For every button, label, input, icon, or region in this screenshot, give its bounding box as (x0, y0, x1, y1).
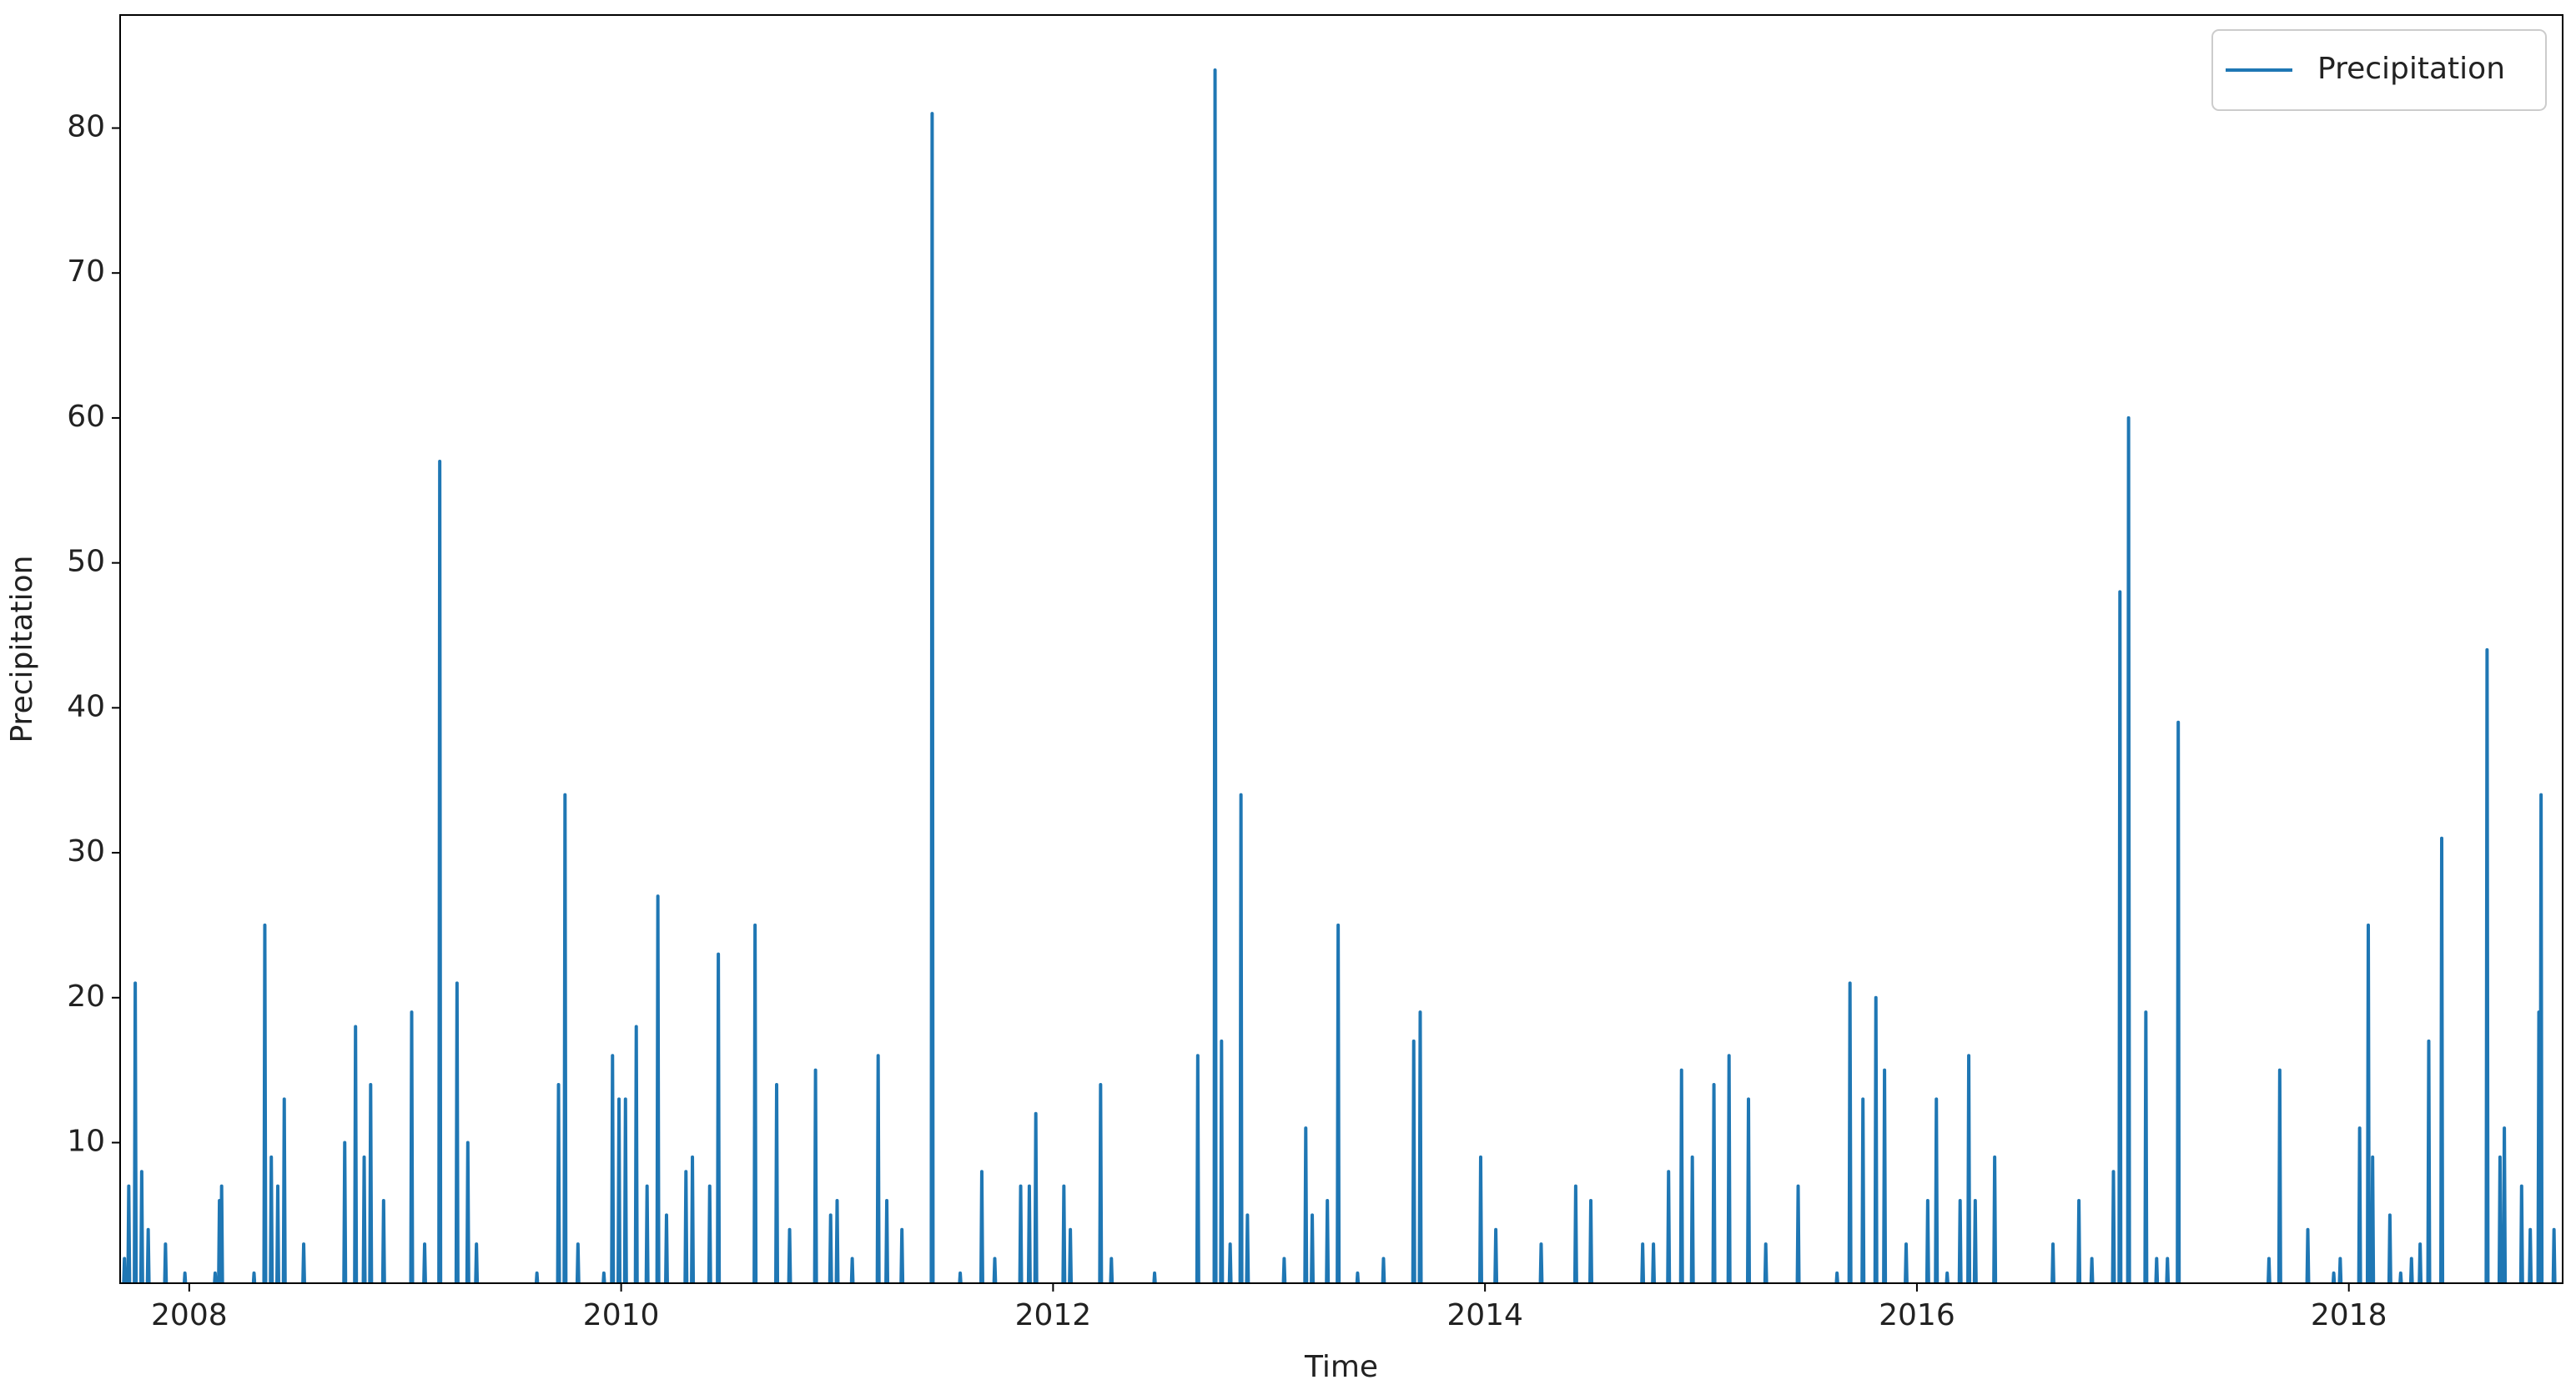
y-tick-label: 20 (67, 980, 105, 1014)
x-tick-label: 2010 (583, 1298, 660, 1332)
x-tick-label: 2014 (1446, 1298, 1523, 1332)
data-line (122, 68, 2557, 1283)
x-tick-label: 2012 (1015, 1298, 1092, 1332)
y-tick-label: 50 (67, 545, 105, 579)
x-tick-label: 2018 (2311, 1298, 2387, 1332)
y-tick-label: 40 (67, 689, 105, 723)
legend-label: Precipitation (2317, 52, 2505, 86)
plot-area (122, 68, 2557, 1283)
y-tick-label: 60 (67, 400, 105, 434)
y-tick-label: 10 (67, 1124, 105, 1158)
plot-frame (119, 14, 2563, 1284)
legend-box (2211, 29, 2547, 111)
x-axis-label: Time (1304, 1350, 1378, 1384)
y-tick-label: 80 (67, 109, 105, 144)
x-tick-label: 2008 (151, 1298, 228, 1332)
y-tick-label: 30 (67, 834, 105, 869)
x-tick-label: 2016 (1879, 1298, 1955, 1332)
y-axis-label: Precipitation (5, 555, 39, 743)
y-tick-label: 70 (67, 254, 105, 289)
